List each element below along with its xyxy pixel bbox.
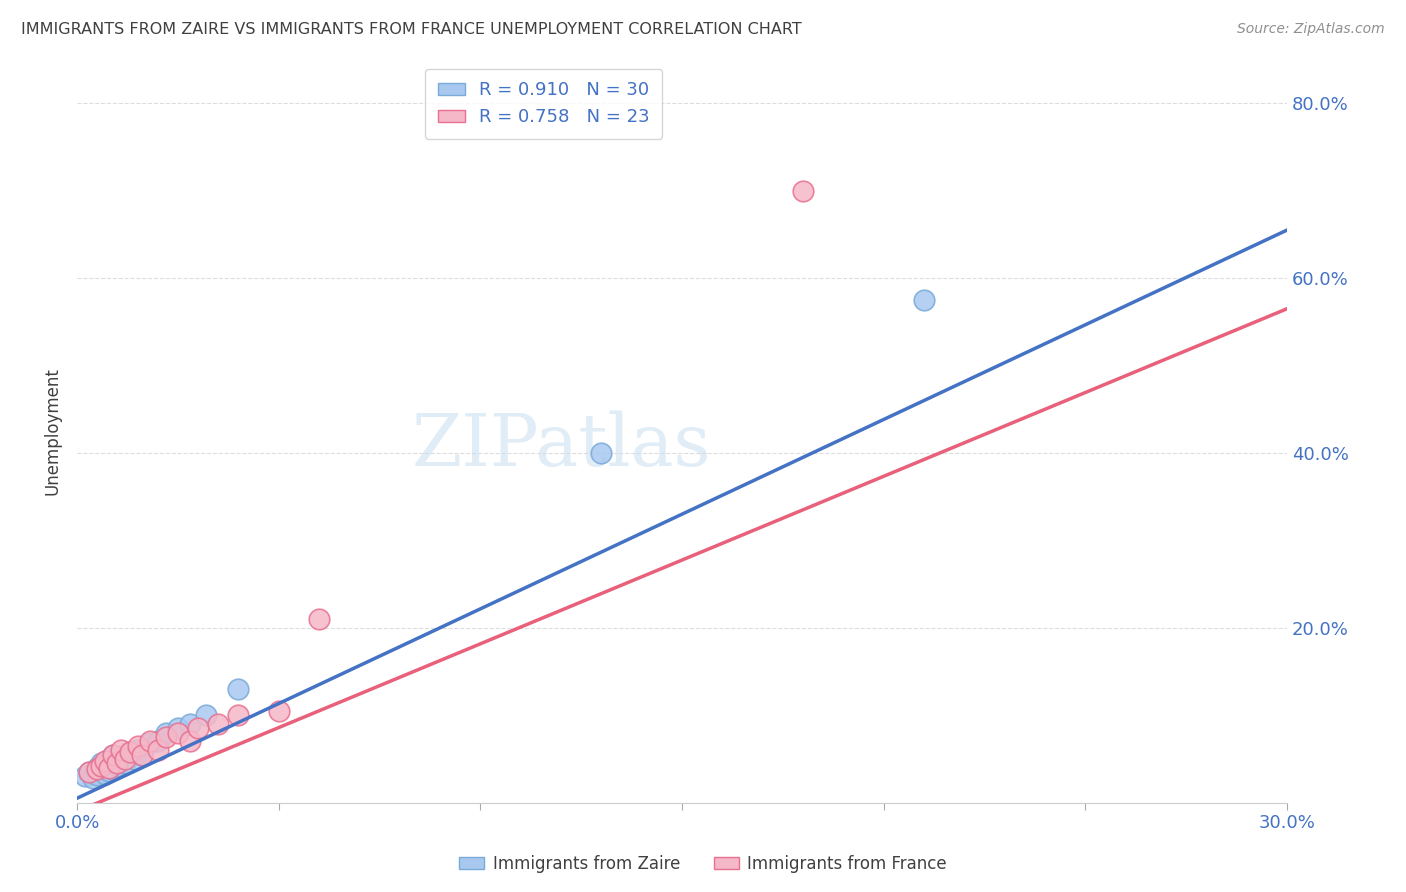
Point <box>122 752 145 766</box>
Point <box>167 725 190 739</box>
Point <box>94 759 117 773</box>
Point <box>98 761 121 775</box>
Point <box>86 767 108 781</box>
Point <box>107 754 129 768</box>
Point <box>103 747 125 762</box>
Legend: R = 0.910   N = 30, R = 0.758   N = 23: R = 0.910 N = 30, R = 0.758 N = 23 <box>425 69 662 139</box>
Point <box>103 747 125 762</box>
Point <box>187 721 209 735</box>
Point <box>114 756 136 771</box>
Point <box>110 750 132 764</box>
Point <box>118 745 141 759</box>
Point <box>308 612 330 626</box>
Point <box>167 721 190 735</box>
Point <box>90 763 112 777</box>
Point <box>114 752 136 766</box>
Point <box>228 681 250 696</box>
Point <box>179 734 201 748</box>
Point <box>146 734 169 748</box>
Point <box>77 764 100 779</box>
Point <box>110 743 132 757</box>
Point <box>792 184 814 198</box>
Point <box>90 756 112 771</box>
Point <box>179 717 201 731</box>
Point <box>155 725 177 739</box>
Point <box>138 734 160 748</box>
Text: ZIPatlas: ZIPatlas <box>412 410 711 481</box>
Point <box>118 745 141 759</box>
Legend: Immigrants from Zaire, Immigrants from France: Immigrants from Zaire, Immigrants from F… <box>453 848 953 880</box>
Point <box>107 759 129 773</box>
Point <box>207 717 229 731</box>
Point <box>131 747 153 762</box>
Point <box>77 764 100 779</box>
Point <box>267 704 290 718</box>
Point <box>82 771 104 785</box>
Point <box>86 761 108 775</box>
Point <box>107 756 129 771</box>
Point <box>98 752 121 766</box>
Point <box>591 446 613 460</box>
Point <box>94 754 117 768</box>
Point <box>90 759 112 773</box>
Text: IMMIGRANTS FROM ZAIRE VS IMMIGRANTS FROM FRANCE UNEMPLOYMENT CORRELATION CHART: IMMIGRANTS FROM ZAIRE VS IMMIGRANTS FROM… <box>21 22 801 37</box>
Y-axis label: Unemployment: Unemployment <box>44 368 60 495</box>
Point <box>228 708 250 723</box>
Point <box>127 739 149 753</box>
Point <box>131 747 153 762</box>
Point <box>138 736 160 750</box>
Point <box>75 769 97 783</box>
Point <box>94 766 117 780</box>
Text: Source: ZipAtlas.com: Source: ZipAtlas.com <box>1237 22 1385 37</box>
Point <box>912 293 935 307</box>
Point <box>127 743 149 757</box>
Point <box>155 730 177 744</box>
Point <box>103 763 125 777</box>
Point <box>98 764 121 778</box>
Point <box>86 763 108 777</box>
Point <box>146 743 169 757</box>
Point <box>195 708 218 723</box>
